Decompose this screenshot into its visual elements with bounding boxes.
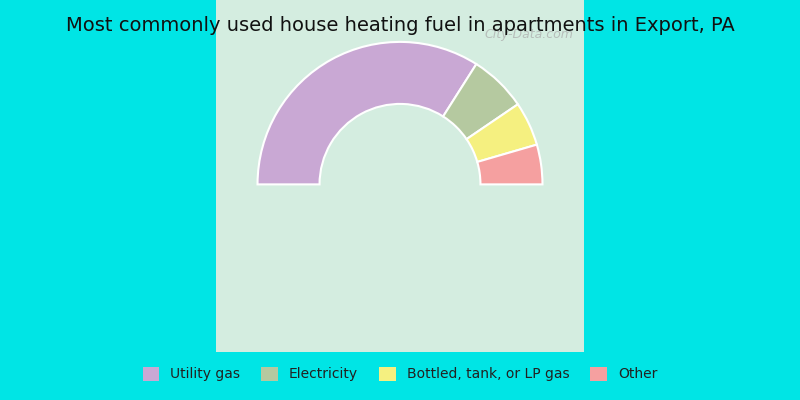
Wedge shape — [443, 64, 518, 139]
Text: City-Data.com: City-Data.com — [485, 28, 574, 41]
Text: Most commonly used house heating fuel in apartments in Export, PA: Most commonly used house heating fuel in… — [66, 16, 734, 35]
Legend: Utility gas, Electricity, Bottled, tank, or LP gas, Other: Utility gas, Electricity, Bottled, tank,… — [137, 361, 663, 387]
Wedge shape — [478, 145, 542, 184]
Wedge shape — [466, 104, 537, 162]
Wedge shape — [258, 42, 476, 184]
